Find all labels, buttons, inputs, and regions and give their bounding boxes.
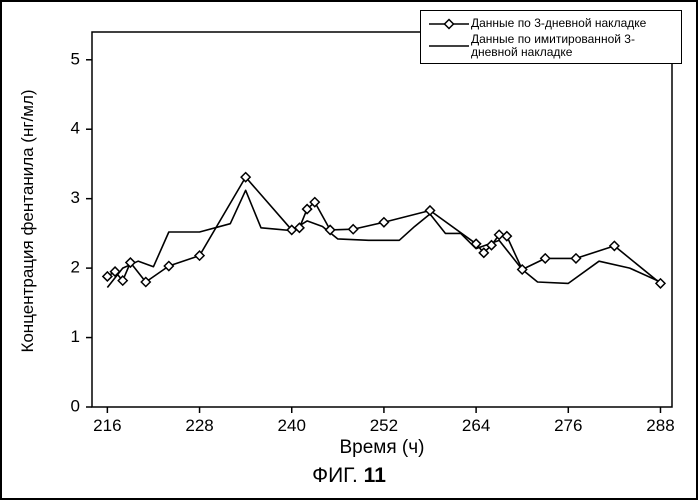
x-tick-label: 228 bbox=[185, 416, 213, 435]
x-tick-label: 288 bbox=[646, 416, 674, 435]
legend-entry: Данные по 3-дневной накладке bbox=[427, 15, 675, 33]
series-marker-s1 bbox=[103, 272, 112, 281]
series-line-s1 bbox=[107, 177, 660, 283]
y-tick-label: 0 bbox=[71, 396, 80, 415]
series-marker-s1 bbox=[326, 225, 335, 234]
series-marker-s1 bbox=[349, 225, 358, 234]
y-tick-label: 3 bbox=[71, 188, 80, 207]
series-marker-s1 bbox=[571, 254, 580, 263]
chart-svg: 0 1 2 3 4 5 216 228 240 252 264 276 288 bbox=[2, 2, 698, 502]
legend-label: Данные по 3-дневной накладке bbox=[471, 17, 675, 30]
series-marker-s1 bbox=[379, 218, 388, 227]
series-line-s2 bbox=[107, 190, 660, 287]
figure-caption: ФИГ. 11 bbox=[2, 464, 696, 488]
legend-label: Данные по имитированной 3-дневной наклад… bbox=[471, 33, 675, 59]
y-tick-label: 2 bbox=[71, 258, 80, 277]
series-marker-s1 bbox=[195, 251, 204, 260]
legend-entry: Данные по имитированной 3-дневной наклад… bbox=[427, 33, 675, 59]
y-tick-label: 1 bbox=[71, 327, 80, 346]
series-marker-s1 bbox=[541, 254, 550, 263]
series-marker-s1 bbox=[502, 232, 511, 241]
chart-container: 0 1 2 3 4 5 216 228 240 252 264 276 288 Концентрация… bbox=[0, 0, 698, 500]
legend: Данные по 3-дневной накладке Данные по им… bbox=[420, 10, 682, 64]
x-tick-label: 240 bbox=[278, 416, 306, 435]
y-tick-label: 4 bbox=[71, 119, 80, 138]
caption-prefix: ФИГ. bbox=[312, 464, 364, 487]
y-tick-label: 5 bbox=[71, 49, 80, 68]
x-tick-label: 216 bbox=[93, 416, 121, 435]
y-axis-label: Концентрация фентанила (нг/мл) bbox=[18, 51, 38, 391]
x-tick-label: 276 bbox=[554, 416, 582, 435]
x-axis-label: Время (ч) bbox=[282, 437, 482, 459]
x-tick-label: 252 bbox=[370, 416, 398, 435]
legend-swatch bbox=[427, 15, 471, 33]
caption-number: 11 bbox=[364, 464, 386, 487]
x-tick-label: 264 bbox=[462, 416, 490, 435]
legend-swatch bbox=[427, 37, 471, 55]
